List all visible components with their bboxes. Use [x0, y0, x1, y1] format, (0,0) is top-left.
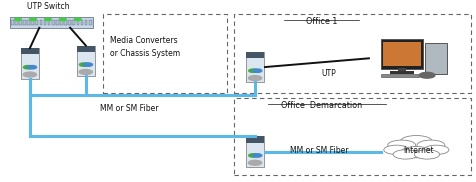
Bar: [15, 20, 18, 25]
Bar: [52, 20, 54, 25]
Text: Office  Demarcation: Office Demarcation: [280, 101, 361, 110]
FancyBboxPatch shape: [77, 46, 95, 76]
Circle shape: [248, 69, 258, 72]
FancyBboxPatch shape: [380, 39, 423, 69]
Text: Media Converters
or Chassis System: Media Converters or Chassis System: [109, 36, 179, 58]
Text: Internet: Internet: [403, 146, 433, 155]
Circle shape: [400, 147, 431, 158]
Bar: [246, 52, 264, 58]
Circle shape: [74, 18, 81, 21]
Bar: [383, 42, 420, 66]
Circle shape: [44, 18, 51, 21]
Bar: [44, 20, 46, 25]
Circle shape: [252, 154, 261, 157]
Bar: [23, 20, 26, 25]
FancyBboxPatch shape: [246, 52, 264, 82]
Circle shape: [79, 70, 92, 74]
Text: UTP Switch: UTP Switch: [28, 3, 70, 11]
Circle shape: [387, 140, 415, 150]
Bar: [56, 20, 59, 25]
FancyBboxPatch shape: [424, 43, 446, 74]
Circle shape: [416, 140, 444, 150]
Bar: [103, 14, 226, 93]
FancyBboxPatch shape: [246, 136, 264, 167]
Bar: [31, 20, 34, 25]
Bar: [68, 20, 71, 25]
Bar: [76, 20, 79, 25]
Bar: [35, 20, 38, 25]
Circle shape: [414, 150, 439, 159]
Text: UTP: UTP: [320, 69, 335, 78]
Bar: [233, 98, 470, 175]
Circle shape: [83, 63, 92, 66]
Bar: [19, 20, 22, 25]
Bar: [89, 20, 91, 25]
Bar: [21, 48, 39, 54]
Circle shape: [23, 72, 36, 77]
Text: MM or SM Fiber: MM or SM Fiber: [100, 104, 159, 113]
Circle shape: [30, 18, 36, 21]
Circle shape: [79, 63, 89, 66]
Circle shape: [418, 72, 434, 78]
Circle shape: [23, 66, 32, 69]
FancyBboxPatch shape: [21, 48, 39, 79]
Circle shape: [248, 160, 261, 165]
Bar: [48, 20, 50, 25]
Circle shape: [28, 66, 37, 69]
Bar: [77, 46, 95, 52]
Circle shape: [423, 145, 448, 155]
Bar: [60, 20, 63, 25]
Circle shape: [399, 136, 431, 147]
Text: MM or SM Fiber: MM or SM Fiber: [289, 146, 347, 155]
Circle shape: [59, 18, 66, 21]
Bar: [11, 20, 13, 25]
Bar: [40, 20, 42, 25]
Text: Office 1: Office 1: [305, 17, 337, 26]
Bar: [72, 20, 75, 25]
Circle shape: [392, 150, 417, 159]
Bar: [389, 71, 413, 74]
Bar: [233, 14, 470, 93]
Bar: [27, 20, 30, 25]
Bar: [80, 20, 83, 25]
Circle shape: [383, 145, 408, 155]
Bar: [64, 20, 67, 25]
FancyBboxPatch shape: [10, 17, 92, 28]
Bar: [380, 74, 418, 77]
Circle shape: [252, 69, 261, 72]
Bar: [397, 68, 405, 71]
Bar: [246, 136, 264, 143]
Circle shape: [248, 76, 261, 80]
Circle shape: [15, 18, 21, 21]
Circle shape: [248, 154, 258, 157]
Bar: [85, 20, 87, 25]
